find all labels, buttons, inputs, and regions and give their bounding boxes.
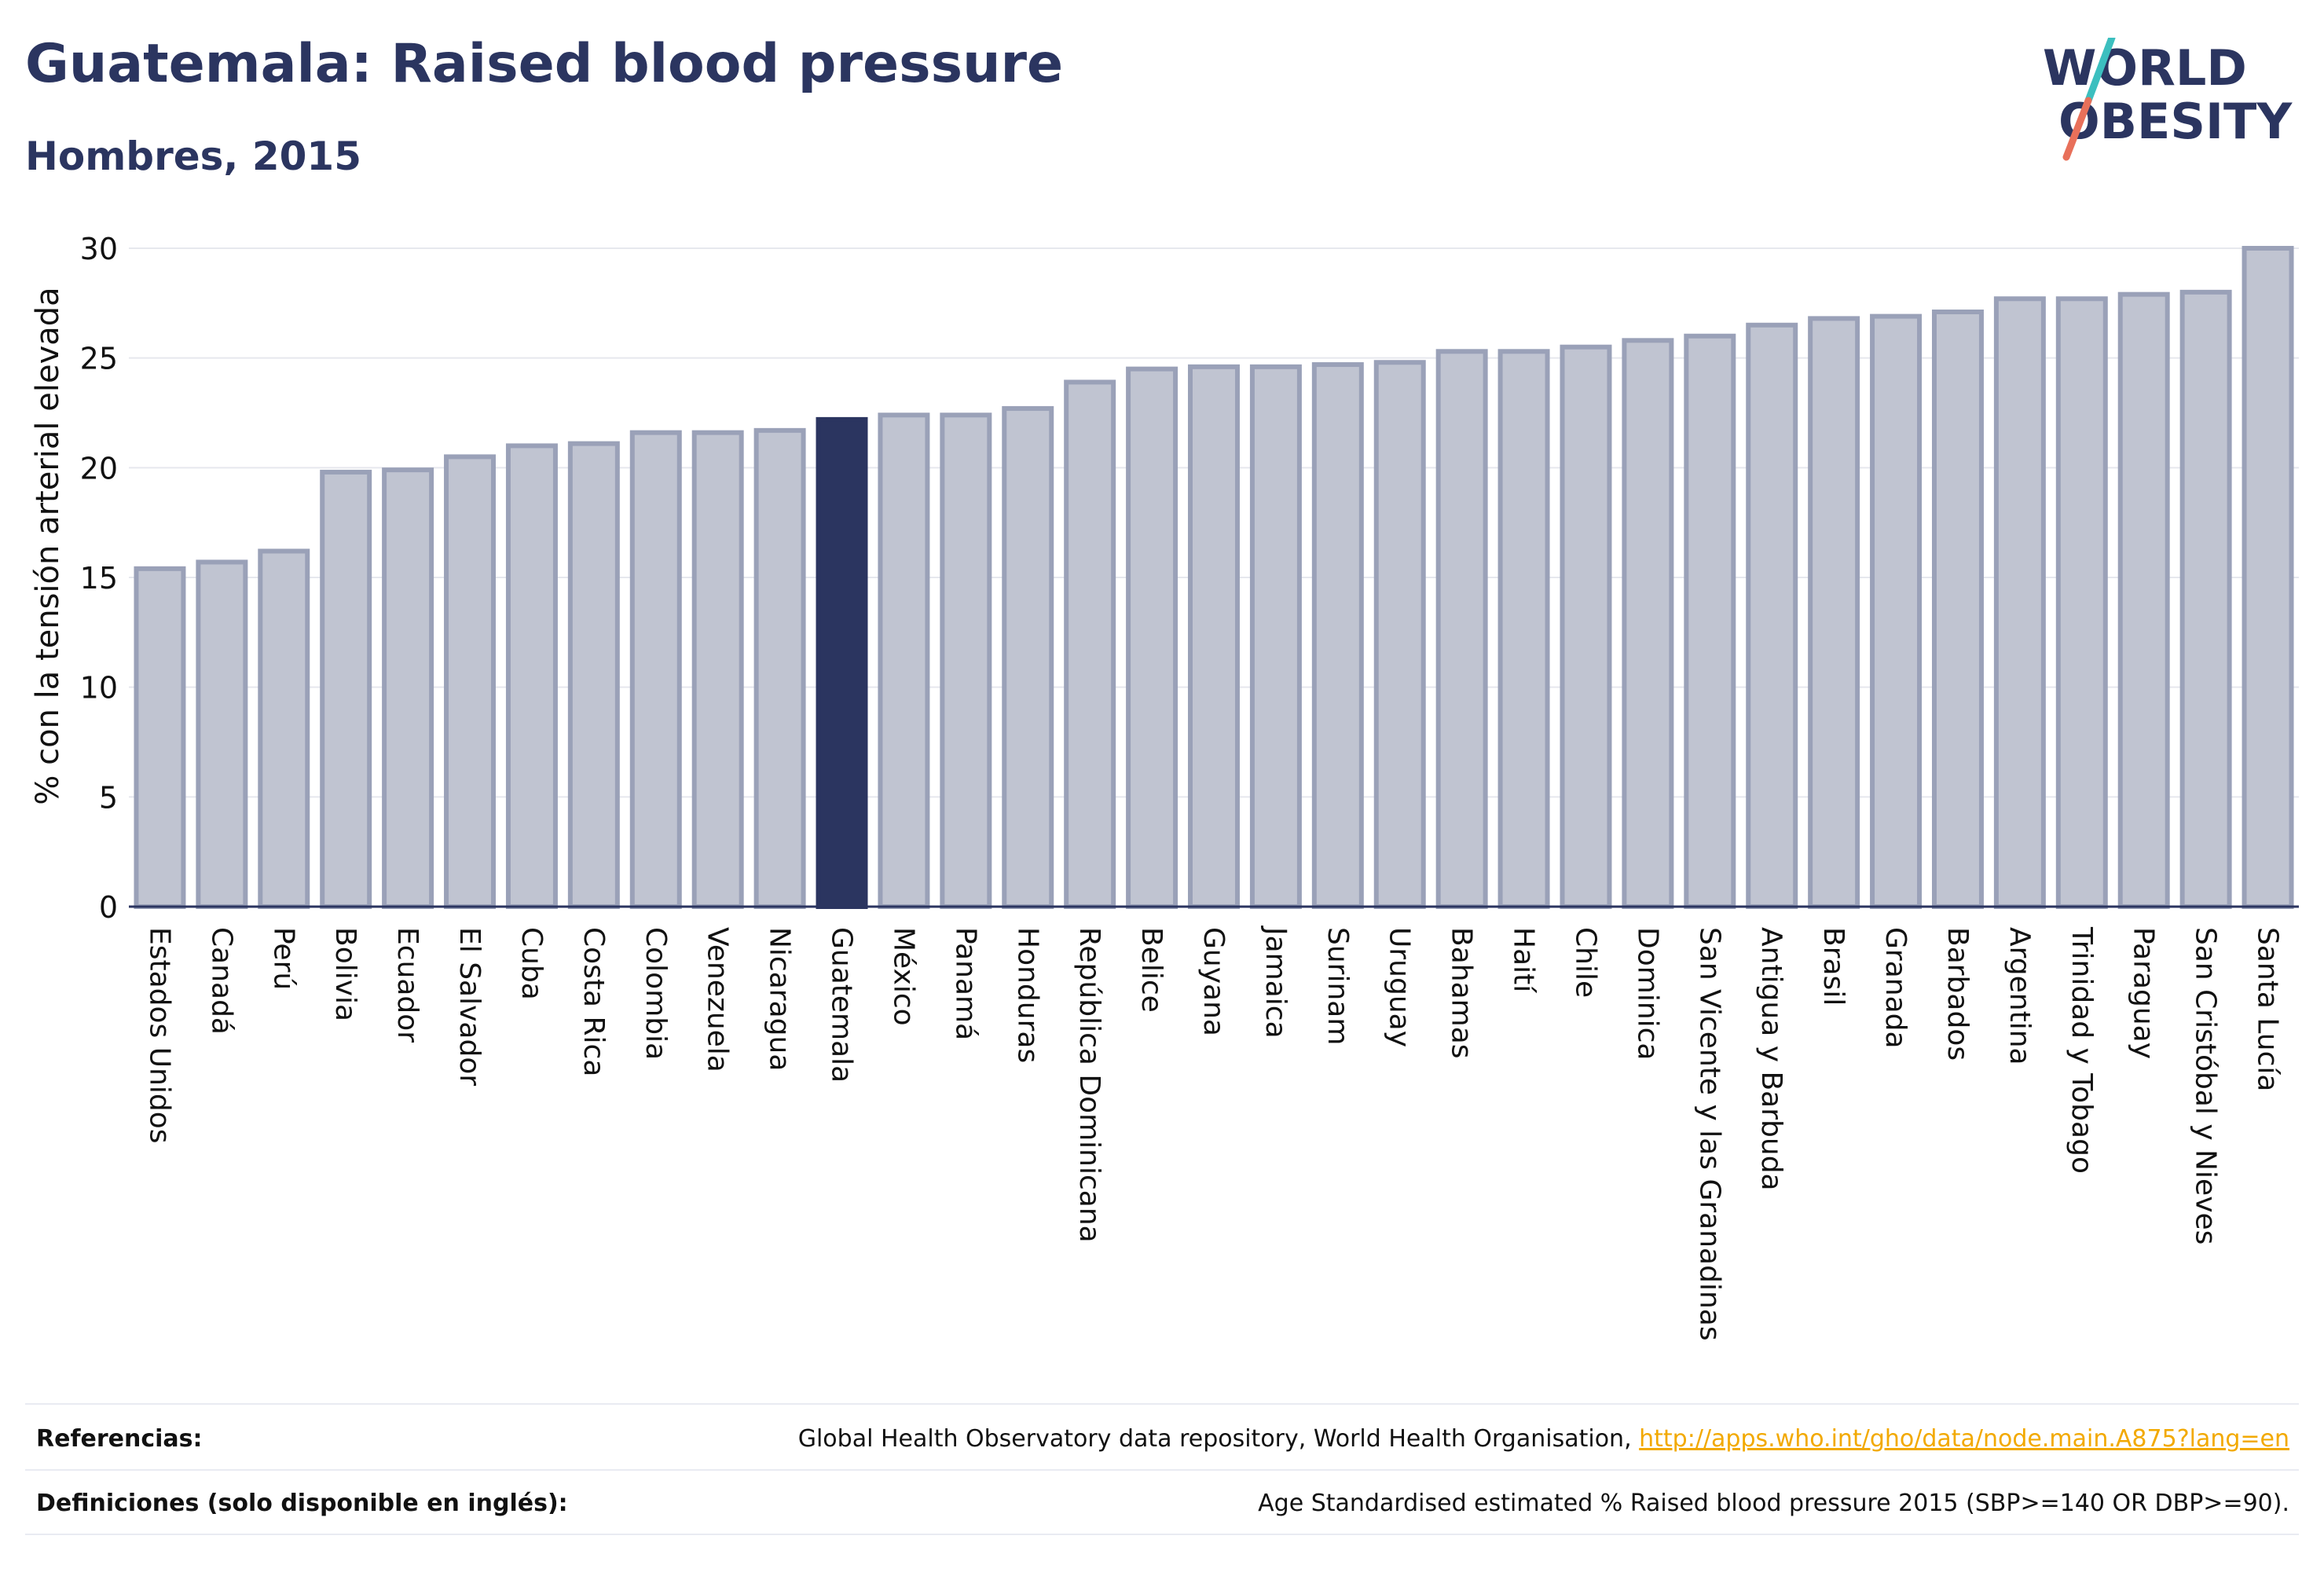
page-title: Guatemala: Raised blood pressure (25, 33, 1064, 95)
x-tick-label: Costa Rica (577, 927, 610, 1076)
x-tick-label: Ecuador (391, 927, 423, 1043)
x-tick-label: Colombia (640, 927, 672, 1060)
bar (1373, 360, 1426, 909)
bar (382, 467, 434, 909)
bar (567, 441, 620, 909)
x-tick-label: Panamá (949, 927, 981, 1040)
bar (1870, 313, 1923, 909)
x-tick-label: Uruguay (1384, 927, 1416, 1047)
y-tick-label: 10 (80, 671, 118, 706)
x-tick-label: República Dominicana (1073, 927, 1105, 1243)
y-tick-label: 15 (80, 561, 118, 596)
bar (816, 416, 868, 909)
bar (1808, 316, 1860, 909)
bar (2117, 291, 2170, 910)
y-tick-label: 25 (80, 342, 118, 376)
x-tick-label: Argentina (2003, 927, 2036, 1065)
references-text: Global Health Observatory data repositor… (797, 1425, 1640, 1453)
x-tick-label: Perú (267, 927, 299, 990)
x-tick-label: Jamaica (1259, 925, 1292, 1039)
x-tick-label: Nicaragua (764, 927, 796, 1071)
bar-chart: 0 5 10 15 20 25 30 % con la tensión arterial el… (30, 232, 2299, 1341)
x-tick-label: Barbados (1941, 927, 1974, 1061)
bar (258, 548, 310, 909)
definitions-label: Definiciones (solo disponible en inglés)… (36, 1490, 568, 1517)
bar (691, 430, 744, 909)
bar (1931, 310, 1984, 909)
x-tick-label: Haití (1508, 927, 1540, 993)
x-tick-label: Belice (1135, 927, 1167, 1013)
footer-divider-middle (25, 1469, 2299, 1471)
x-tick-label: Dominica (1631, 927, 1663, 1061)
bar (940, 412, 992, 909)
bar (505, 443, 558, 909)
footer-divider-top (25, 1403, 2299, 1405)
x-tick-label: Venezuela (702, 927, 734, 1072)
x-tick-label: Bahamas (1446, 927, 1478, 1059)
bar (2179, 289, 2232, 910)
bar (320, 469, 372, 909)
x-tick-label: Antigua y Barbuda (1755, 927, 1787, 1191)
bar (1311, 362, 1364, 909)
footer-divider-bottom (25, 1534, 2299, 1535)
x-tick-label: Trinidad y Tobago (2066, 926, 2098, 1174)
bar (2242, 246, 2294, 909)
bar (2055, 296, 2108, 910)
x-tick-label: San Vicente y las Granadinas (1693, 927, 1725, 1341)
x-tick-label: Santa Lucía (2252, 927, 2284, 1091)
logo-word-2: OBESITY (2058, 93, 2293, 150)
definitions-text: Age Standardised estimated % Raised bloo… (1258, 1490, 2289, 1517)
bar (1497, 349, 1550, 909)
bar (1002, 405, 1054, 909)
bar (878, 412, 930, 909)
bar (1993, 296, 2046, 910)
x-tick-label: Surinam (1321, 927, 1354, 1045)
bar (1622, 338, 1674, 909)
bar (629, 430, 682, 909)
world-obesity-logo: WORLD OBESITY (2043, 38, 2293, 161)
bar (134, 566, 186, 909)
x-tick-label: Honduras (1011, 927, 1043, 1063)
references-value: Global Health Observatory data repositor… (798, 1425, 2289, 1453)
x-tick-label: Paraguay (2128, 927, 2160, 1059)
bar (444, 454, 497, 909)
x-tick-label: El Salvador (453, 927, 486, 1086)
x-tick-label: Cuba (515, 927, 548, 1000)
x-tick-label: Guatemala (826, 927, 858, 1083)
x-tick-label: Canadá (205, 927, 237, 1035)
bar (1746, 322, 1798, 909)
x-tick-label: Granada (1879, 927, 1912, 1049)
references-label: Referencias: (36, 1425, 203, 1453)
logo-slash-coral (2062, 97, 2092, 161)
page-subtitle: Hombres, 2015 (25, 134, 361, 179)
references-link[interactable]: http://apps.who.int/gho/data/node.main.A… (1639, 1425, 2289, 1453)
bar (1560, 344, 1612, 909)
y-tick-label: 0 (99, 890, 118, 925)
x-tick-label: Guyana (1197, 927, 1230, 1036)
x-tick-label: San Cristóbal y Nieves (2190, 927, 2222, 1244)
x-tick-label: México (887, 927, 919, 1026)
bar (1188, 364, 1240, 909)
logo-word-1: WORLD (2043, 39, 2247, 97)
bar (1064, 379, 1116, 910)
bar (1684, 333, 1736, 909)
y-axis-title: % con la tensión arterial elevada (30, 287, 66, 804)
bar (1435, 349, 1488, 909)
bar (1249, 364, 1302, 909)
bar (196, 559, 248, 909)
x-tick-label: Estados Unidos (143, 927, 175, 1144)
x-tick-label: Chile (1569, 927, 1601, 998)
y-tick-label: 20 (80, 451, 118, 486)
y-tick-label: 5 (99, 780, 118, 815)
x-tick-label: Brasil (1817, 927, 1849, 1006)
x-tick-label: Bolivia (329, 927, 361, 1021)
bar (753, 427, 806, 909)
bar (1126, 366, 1178, 909)
y-tick-label: 30 (80, 232, 118, 266)
logo-slash-teal (2084, 38, 2116, 104)
